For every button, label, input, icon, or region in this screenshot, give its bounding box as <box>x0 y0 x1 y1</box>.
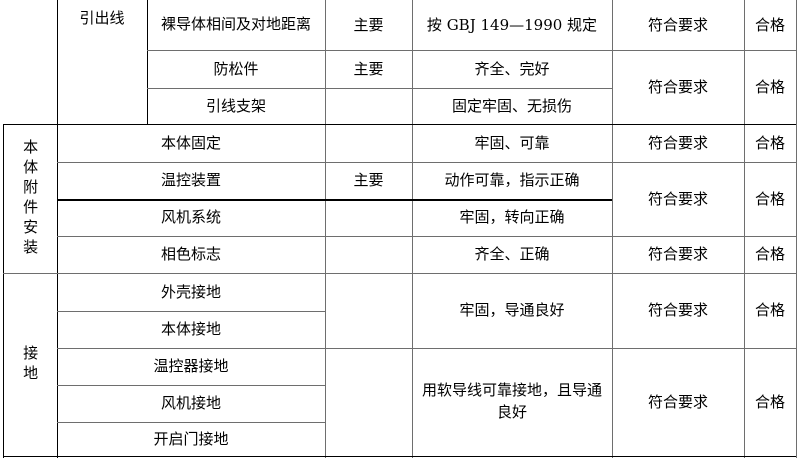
verdict-cell-row7: 合格 <box>754 245 785 264</box>
grid-hline-bottom-border <box>3 456 796 457</box>
result-cell-rows8-9: 符合要求 <box>647 301 708 320</box>
requirement-cell-row7: 齐全、正确 <box>474 245 550 264</box>
grid-hline-r3-bottom <box>3 124 796 125</box>
result-cell-row1: 符合要求 <box>647 15 708 34</box>
item-cell-fan-grounding: 风机接地 <box>160 394 221 413</box>
importance-cell-row2: 主要 <box>353 59 384 78</box>
item-cell-body-grounding: 本体接地 <box>160 320 221 339</box>
grid-vline-right-border <box>796 0 797 458</box>
requirement-cell-row4: 牢固、可靠 <box>474 133 550 152</box>
requirement-cell-rows8-9: 牢固，导通良好 <box>459 301 565 320</box>
requirement-cell-row1: 按 GBJ 149—1990 规定 <box>426 15 598 34</box>
item-cell-thermostat-grounding: 温控器接地 <box>153 357 229 376</box>
item-cell-anti-loosening-part: 防松件 <box>213 59 259 78</box>
grid-vline-item-right <box>325 0 326 458</box>
item-cell-fan-system: 风机系统 <box>160 208 221 227</box>
grid-vline-result-right <box>744 0 745 458</box>
verdict-cell-rows5-6: 合格 <box>754 189 785 208</box>
verdict-cell-rows2-3: 合格 <box>754 77 785 96</box>
part-cell-lead-wire: 引出线 <box>79 9 125 27</box>
importance-cell-row5: 主要 <box>353 171 384 190</box>
requirement-cell-row5: 动作可靠，指示正确 <box>444 171 580 190</box>
grid-hline-r7-bottom <box>3 273 796 274</box>
verdict-cell-row4: 合格 <box>754 133 785 152</box>
item-cell-temperature-control-device: 温控装置 <box>160 171 221 190</box>
grid-hline-r5-bottom <box>57 199 612 201</box>
result-cell-rows2-3: 符合要求 <box>647 77 708 96</box>
grid-vline-category-right <box>57 0 58 458</box>
grid-vline-part-right <box>147 0 148 125</box>
item-cell-bare-conductor-clearance: 裸导体相间及对地距离 <box>160 15 311 34</box>
item-cell-access-door-grounding: 开启门接地 <box>153 429 229 448</box>
grid-hline-r4-bottom <box>57 162 796 163</box>
grid-hline-r6-bottom <box>57 236 796 237</box>
requirement-cell-row6: 牢固，转向正确 <box>459 208 565 227</box>
item-cell-lead-bracket: 引线支架 <box>205 96 266 115</box>
grid-hline-r11-bottom <box>57 422 325 423</box>
result-cell-rows10-12: 符合要求 <box>647 392 708 411</box>
result-cell-row7: 符合要求 <box>647 245 708 264</box>
item-cell-enclosure-grounding: 外壳接地 <box>160 282 221 301</box>
requirement-cell-row3: 固定牢固、无损伤 <box>451 96 572 115</box>
grid-hline-r8-bottom <box>57 311 325 312</box>
verdict-cell-rows8-9: 合格 <box>754 301 785 320</box>
requirement-cell-row2: 齐全、完好 <box>474 59 550 78</box>
grid-vline-importance-right <box>412 0 413 458</box>
result-cell-row4: 符合要求 <box>647 133 708 152</box>
category-cell-grounding: 接地 <box>21 344 40 385</box>
importance-cell-row1: 主要 <box>353 15 384 34</box>
grid-vline-left-border <box>3 124 4 458</box>
grid-hline-r2-bottom <box>147 88 612 89</box>
grid-hline-r9-bottom <box>57 348 796 349</box>
verdict-cell-rows10-12: 合格 <box>754 392 785 411</box>
grid-hline-r10-bottom <box>57 385 325 386</box>
grid-vline-requirement-right <box>612 0 613 458</box>
item-cell-phase-color-mark: 相色标志 <box>160 245 221 264</box>
grid-hline-r1-bottom <box>147 50 796 51</box>
item-cell-body-fixing: 本体固定 <box>160 133 221 152</box>
category-cell-body-accessory: 本体附件安装 <box>21 138 40 259</box>
result-cell-rows5-6: 符合要求 <box>647 189 708 208</box>
verdict-cell-row1: 合格 <box>754 15 785 34</box>
requirement-cell-rows10-12: 用软导线可靠接地，且导通良好 <box>421 381 602 421</box>
